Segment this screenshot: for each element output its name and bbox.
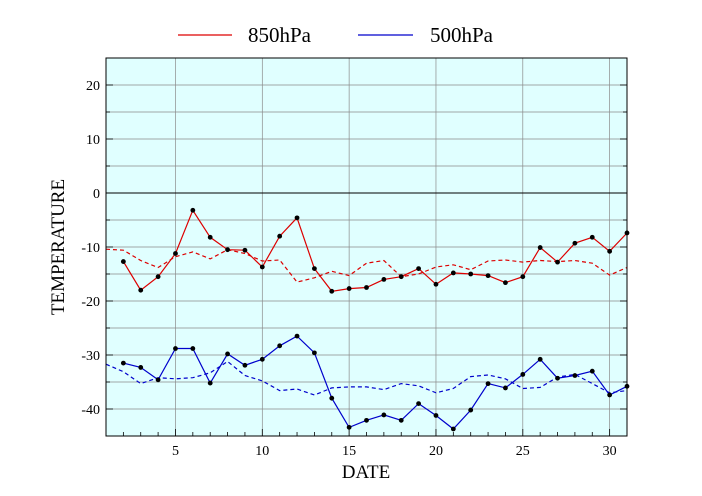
data-point [207, 234, 213, 240]
data-point [381, 277, 387, 282]
y-axis-title: TEMPERATURE [48, 179, 69, 315]
y-tick-label: -30 [81, 349, 100, 364]
y-tick-label: -20 [81, 295, 100, 310]
data-point [242, 362, 248, 368]
data-point [450, 270, 456, 276]
data-point [572, 373, 578, 378]
data-point [173, 251, 178, 256]
data-point [450, 426, 456, 432]
legend: 850hPa 500hPa [178, 23, 494, 47]
data-point [468, 407, 474, 413]
data-point [381, 412, 387, 418]
x-tick-label: 5 [172, 444, 179, 459]
data-point [155, 377, 161, 383]
data-point [242, 247, 248, 253]
data-point [433, 281, 439, 287]
data-point [416, 266, 421, 271]
series-layer [105, 207, 630, 432]
series-line-500hpa-dashed [105, 360, 628, 396]
data-point [346, 424, 352, 430]
legend-label-850hpa: 850hPa [248, 23, 312, 47]
data-point [607, 392, 613, 398]
x-tick-label: 10 [255, 444, 269, 459]
x-axis-title: DATE [342, 462, 391, 483]
data-point [433, 413, 439, 418]
data-point [520, 274, 526, 280]
data-point [398, 417, 404, 423]
legend-label-500hpa: 500hPa [430, 23, 494, 47]
data-point [503, 280, 508, 286]
data-point [503, 385, 508, 391]
data-point [138, 287, 144, 293]
y-tick-label: 20 [86, 79, 100, 94]
x-tick-label: 20 [429, 444, 443, 459]
data-point [277, 343, 283, 349]
x-tick-label: 15 [342, 444, 356, 459]
data-point [173, 346, 178, 351]
data-point [207, 380, 213, 386]
data-point [364, 417, 369, 423]
x-tick-label: 25 [516, 444, 530, 459]
y-tick-label: -10 [81, 241, 100, 256]
data-point [259, 264, 265, 270]
data-point [555, 259, 560, 265]
data-point [277, 233, 283, 239]
y-tick-label: 0 [93, 187, 100, 202]
data-point [294, 333, 300, 339]
series-line-500hpa-solid [123, 335, 628, 430]
data-point [485, 273, 491, 279]
data-point [329, 395, 335, 401]
data-point [259, 356, 265, 362]
x-tick-label: 30 [603, 444, 617, 459]
data-point [225, 247, 230, 253]
data-point [572, 240, 578, 246]
data-point [485, 381, 491, 387]
data-point [294, 215, 300, 221]
data-point [190, 207, 196, 213]
data-point [398, 274, 404, 280]
data-point [329, 288, 335, 294]
y-tick-label: 10 [86, 133, 100, 148]
data-point [416, 401, 421, 406]
data-point [190, 346, 196, 351]
data-point [225, 351, 230, 357]
data-point [589, 368, 595, 374]
data-point [555, 375, 560, 381]
data-point [120, 259, 126, 264]
data-point [589, 234, 595, 240]
ticks: 5 10 15 20 25 30 20 10 0 -10 -20 -30 -40 [81, 79, 628, 459]
data-point [607, 248, 613, 254]
data-point [120, 360, 126, 366]
data-point [537, 245, 543, 250]
data-point [537, 356, 543, 362]
data-point [312, 266, 317, 271]
data-point [138, 365, 144, 370]
data-point [520, 372, 526, 377]
y-tick-label: -40 [81, 403, 100, 418]
data-point [346, 286, 352, 291]
data-point [155, 274, 161, 280]
data-point [468, 271, 474, 277]
data-point [312, 350, 317, 356]
series-line-850hpa-solid [122, 208, 628, 292]
data-point [364, 285, 369, 290]
series-line-850hpa-dashed [105, 248, 628, 283]
